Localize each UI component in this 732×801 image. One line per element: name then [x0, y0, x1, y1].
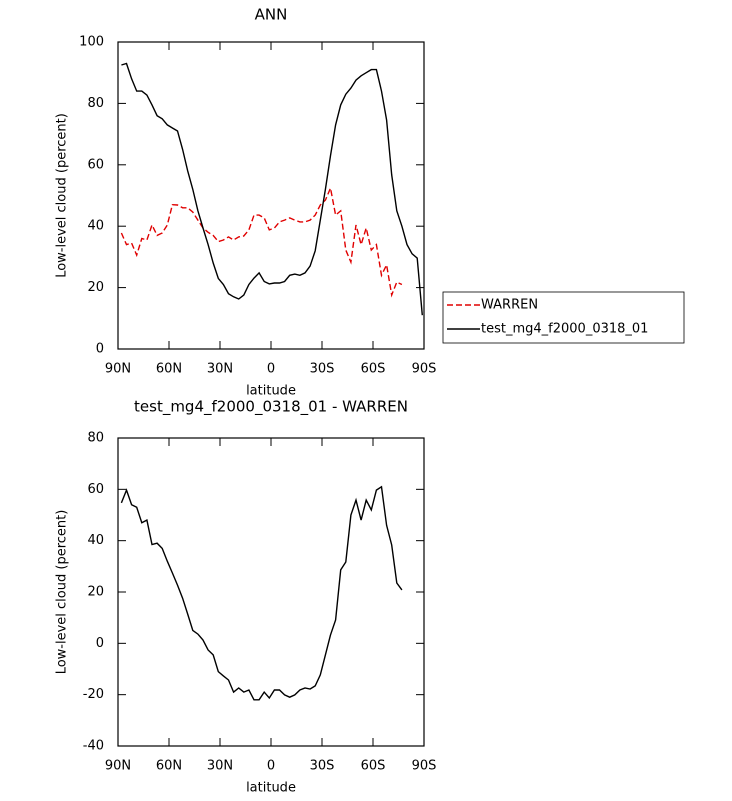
y-tick-label: 60 [87, 482, 104, 497]
legend-box [442, 291, 685, 344]
x-tick-label: 90N [105, 759, 131, 774]
plot-frame [117, 41, 425, 350]
x-tick-label: 60S [361, 362, 386, 377]
y-tick-label: 80 [87, 431, 104, 446]
y-tick-label: 80 [87, 96, 104, 111]
legend-label: test_mg4_f2000_0318_01 [481, 322, 648, 337]
x-tick-label: 90N [105, 362, 131, 377]
x-tick-label: 30N [207, 759, 233, 774]
x-tick-label: 0 [267, 759, 275, 774]
y-tick-label: 100 [79, 35, 104, 50]
x-tick-label: 90S [412, 362, 437, 377]
data-line [120, 485, 403, 701]
y-tick-label: 40 [87, 533, 104, 548]
y-tick-label: 60 [87, 157, 104, 172]
data-line [121, 62, 423, 316]
x-tick-label: 60N [156, 759, 182, 774]
y-tick-label: 20 [87, 280, 104, 295]
chart-title: test_mg4_f2000_0318_01 - WARREN [134, 398, 408, 417]
y-tick-label: 40 [87, 219, 104, 234]
y-axis-label: Low-level cloud (percent) [55, 113, 70, 278]
x-tick-label: 30N [207, 362, 233, 377]
plot-frame [117, 437, 425, 747]
x-tick-label: 0 [267, 362, 275, 377]
y-tick-label: 0 [96, 342, 104, 357]
y-tick-label: 0 [96, 636, 104, 651]
x-tick-label: 30S [310, 759, 335, 774]
legend-label: WARREN [481, 298, 538, 313]
x-tick-label: 60N [156, 362, 182, 377]
chart-title: ANN [255, 6, 288, 24]
y-axis-label: Low-level cloud (percent) [55, 510, 70, 675]
x-tick-label: 30S [310, 362, 335, 377]
x-tick-label: 60S [361, 759, 386, 774]
y-tick-label: 20 [87, 585, 104, 600]
x-tick-label: 90S [412, 759, 437, 774]
x-axis-label: latitude [246, 384, 296, 399]
y-tick-label: -40 [83, 739, 104, 754]
data-line [120, 185, 403, 298]
y-tick-label: -20 [83, 687, 104, 702]
x-axis-label: latitude [246, 781, 296, 796]
